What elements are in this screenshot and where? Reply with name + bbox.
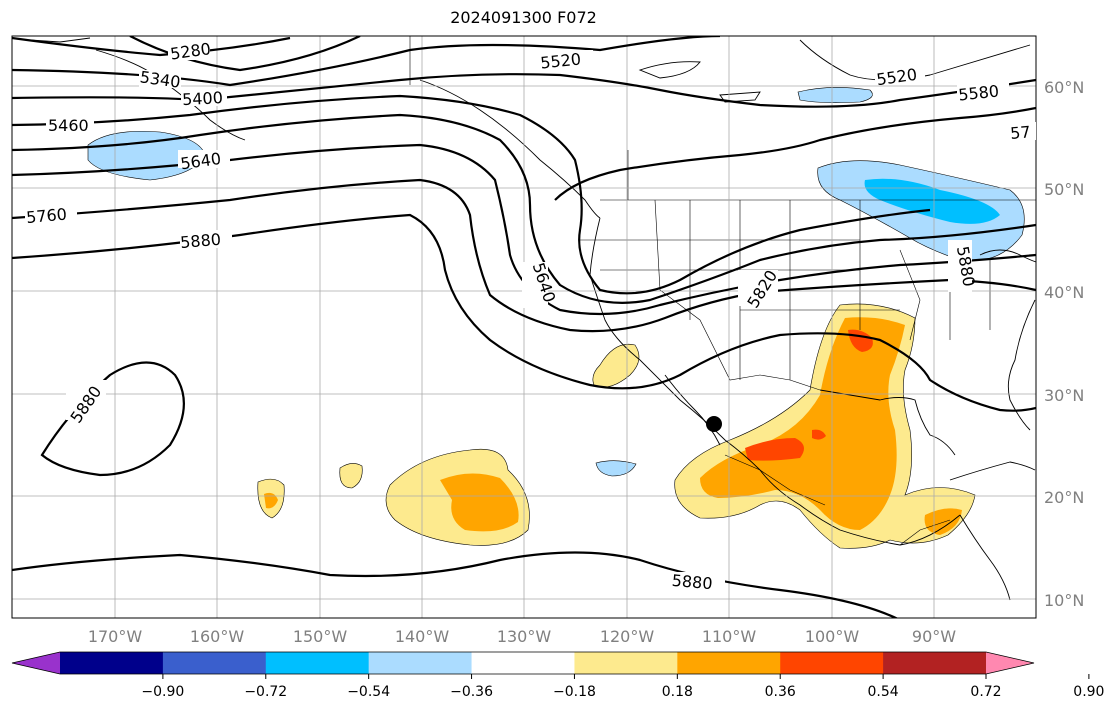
longitude-label: 170°W <box>88 627 143 646</box>
colorbar-extension-max <box>986 652 1034 674</box>
positive-anomaly-area <box>264 492 278 509</box>
longitude-label: 90°W <box>912 627 956 646</box>
colorbar-segment <box>574 652 678 674</box>
contour-line <box>12 36 291 57</box>
longitude-label: 140°W <box>395 627 450 646</box>
colorbar-tick-label: 0.18 <box>662 684 693 700</box>
contour-label: 57 <box>1009 122 1031 143</box>
positive-anomaly-area <box>700 317 905 530</box>
longitude-label: 100°W <box>805 627 860 646</box>
colorbar-tick-label: 0.72 <box>970 684 1001 700</box>
longitude-label: 110°W <box>702 627 757 646</box>
contour-line <box>12 113 1036 304</box>
negative-anomaly-area <box>797 87 873 103</box>
latitude-label: 30°N <box>1044 386 1084 405</box>
contour-label: 5880 <box>179 230 221 252</box>
contour-line <box>12 94 931 295</box>
colorbar-segment <box>368 652 473 674</box>
colorbar-segment <box>677 652 781 674</box>
positive-anomaly-area <box>592 343 640 388</box>
positive-anomaly-area <box>745 438 804 461</box>
longitude-label: 120°W <box>600 627 655 646</box>
positive-anomaly-area <box>812 429 826 440</box>
colorbar: −0.90 −0.72 −0.54 −0.36 −0.18 0.18 0.36 0.54 0.7… <box>11 651 1104 700</box>
colorbar-tick-label: 0.54 <box>868 684 899 700</box>
latitude-label: 50°N <box>1044 180 1084 199</box>
contour-label: 5880 <box>671 571 713 593</box>
map-title: 2024091300 F072 <box>450 8 597 27</box>
contour-line <box>554 106 1036 201</box>
colorbar-tick-label: 0.36 <box>765 684 796 700</box>
contour-line <box>12 551 899 618</box>
colorbar-tick-label: −0.18 <box>553 684 596 700</box>
map-border <box>11 35 1037 619</box>
location-marker <box>706 416 722 432</box>
negative-anomaly-area <box>864 178 1000 224</box>
colorbar-tick-label: 0.90 <box>1073 684 1104 700</box>
latitude-label: 10°N <box>1044 591 1084 610</box>
latitude-label: 20°N <box>1044 488 1084 507</box>
colorbar-tick-label: −0.72 <box>244 684 287 700</box>
colorbar-segment <box>162 652 267 674</box>
longitude-label: 160°W <box>190 627 245 646</box>
contour-line <box>12 178 1036 333</box>
colorbar-tick-label: −0.54 <box>347 684 390 700</box>
contour-line <box>12 213 1036 412</box>
latitude-label: 40°N <box>1044 283 1084 302</box>
latitude-label: 60°N <box>1044 78 1084 97</box>
positive-anomaly-area <box>339 463 363 489</box>
height-contours <box>12 36 1036 618</box>
contour-label: 5760 <box>25 205 67 227</box>
colorbar-tick-label: −0.36 <box>450 684 493 700</box>
colorbar-segment <box>780 652 884 674</box>
contour-labels: 5280 5340 5400 5460 5520 5520 5580 5640 … <box>25 39 1036 593</box>
positive-anomaly-area <box>440 473 519 532</box>
longitude-labels: 170°W 160°W 150°W 140°W 130°W 120°W 110°… <box>88 627 956 646</box>
colorbar-segment <box>883 652 987 674</box>
contour-line <box>129 36 361 72</box>
contour-label: 5520 <box>539 49 581 72</box>
colorbar-segment <box>265 652 370 674</box>
latitude-labels: 60°N 50°N 40°N 30°N 20°N 10°N <box>1044 78 1084 610</box>
contour-label: 5460 <box>48 116 89 135</box>
colorbar-segment <box>471 652 575 674</box>
colorbar-outline <box>11 651 1035 675</box>
contour-label: 5580 <box>957 81 999 104</box>
longitude-label: 150°W <box>293 627 348 646</box>
colorbar-extension-min <box>12 652 60 674</box>
contour-label: 5400 <box>182 88 224 109</box>
longitude-label: 130°W <box>497 627 552 646</box>
colorbar-segment <box>60 652 164 674</box>
colorbar-tick-label: −0.90 <box>141 684 184 700</box>
